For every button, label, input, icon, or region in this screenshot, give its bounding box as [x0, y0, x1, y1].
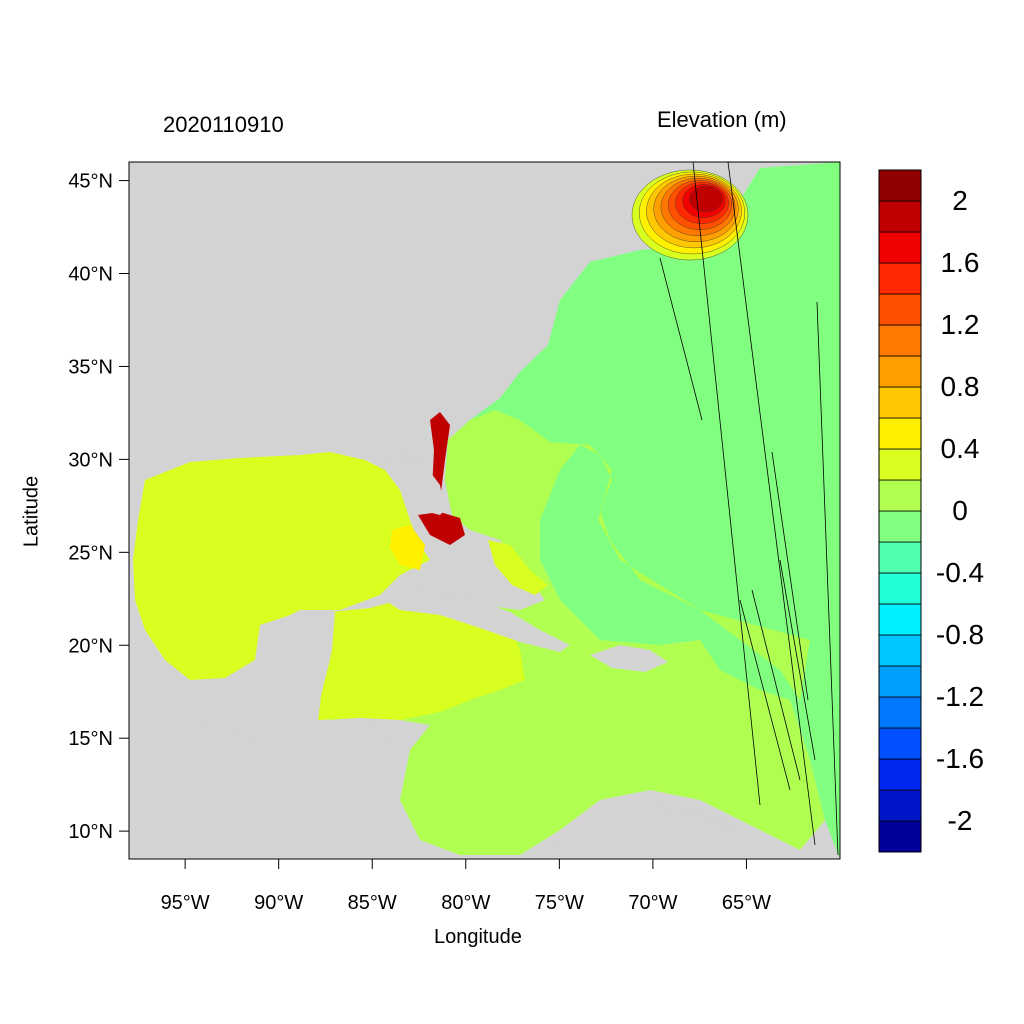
caribbean-shelf-region	[320, 410, 825, 855]
colorbar-label: -0.8	[936, 619, 984, 650]
map-layers	[129, 162, 840, 859]
colorbar-label: 1.2	[941, 309, 980, 340]
colorbar-bin	[878, 169, 922, 202]
colorbar-label: 0.8	[941, 371, 980, 402]
bahamas-bank	[488, 540, 548, 595]
units-label: Elevation (m)	[657, 107, 787, 132]
track-line	[771, 451, 809, 701]
y-tick-label: 15°N	[68, 728, 113, 750]
colorbar-bin	[878, 789, 922, 822]
y-tick-label: 35°N	[68, 356, 113, 378]
y-tick-label: 25°N	[68, 542, 113, 564]
colorbar-bin	[878, 634, 922, 667]
colorbar-bin	[878, 696, 922, 729]
date-label: 2020110910	[163, 112, 284, 137]
colorbar: -2 -1.6 -1.2 -0.8 -0.4 0 0.4 0.8 1.2 1.6 2	[878, 169, 984, 853]
west-florida-shelf	[390, 525, 425, 570]
track-line	[739, 599, 791, 791]
colorbar-bin	[878, 262, 922, 295]
y-tick-label: 10°N	[68, 821, 113, 843]
colorbar-bin	[878, 355, 922, 388]
plot-frame	[128, 161, 841, 860]
x-tick-label: 90°W	[254, 892, 303, 914]
florida-surge-zone	[418, 512, 465, 545]
colorbar-bin	[878, 293, 922, 326]
central-america	[129, 720, 420, 859]
florida-peninsula	[370, 455, 445, 515]
colorbar-bin	[878, 727, 922, 760]
y-tick-label: 40°N	[68, 264, 113, 286]
colorbar-bin	[878, 200, 922, 233]
x-axis-title: Longitude	[434, 926, 522, 948]
colorbar-bin	[878, 572, 922, 605]
western-caribbean-region	[318, 600, 525, 720]
gulf-of-mexico-region	[133, 452, 430, 680]
colorbar-label: 0	[952, 495, 968, 526]
colorbar-label: -1.2	[936, 681, 984, 712]
southeast-coast-surge-zone	[430, 412, 450, 500]
x-axis-ticks: 95°W 90°W 85°W 80°W 75°W 70°W 65°W	[161, 859, 771, 914]
colorbar-bin	[878, 510, 922, 543]
x-tick-label: 70°W	[628, 892, 677, 914]
x-tick-label: 95°W	[161, 892, 210, 914]
surge-contour-band	[689, 186, 723, 212]
colorbar-label: 1.6	[941, 247, 980, 278]
x-tick-label: 65°W	[722, 892, 771, 914]
y-tick-label: 45°N	[68, 171, 113, 193]
y-tick-label: 20°N	[68, 635, 113, 657]
track-line	[727, 162, 816, 846]
y-axis-ticks: 45°N 40°N 35°N 30°N 25°N 20°N 15°N 10°N	[68, 171, 129, 843]
cuba-island	[385, 590, 570, 652]
x-tick-label: 85°W	[348, 892, 397, 914]
colorbar-bin	[878, 386, 922, 419]
y-tick-label: 30°N	[68, 449, 113, 471]
colorbar-label: 2	[952, 185, 968, 216]
track-line	[692, 162, 761, 806]
colorbar-label: -1.6	[936, 743, 984, 774]
colorbar-bin	[878, 758, 922, 791]
track-line	[659, 257, 703, 421]
colorbar-bin	[878, 417, 922, 450]
south-america	[540, 805, 800, 859]
track-line	[779, 559, 816, 761]
hispaniola-island	[590, 645, 668, 672]
colorbar-bin	[878, 324, 922, 357]
colorbar-bin	[878, 448, 922, 481]
colorbar-bin	[878, 541, 922, 574]
colorbar-label: -2	[948, 805, 973, 836]
x-tick-label: 75°W	[535, 892, 584, 914]
colorbar-bin	[878, 479, 922, 512]
colorbar-frame	[878, 169, 922, 853]
yucatan-peninsula	[255, 612, 335, 700]
colorbar-label: 0.4	[941, 433, 980, 464]
colorbar-bin	[878, 820, 922, 853]
colorbar-label: -0.4	[936, 557, 984, 588]
x-tick-label: 80°W	[441, 892, 490, 914]
colorbar-bin	[878, 665, 922, 698]
colorbar-bin	[878, 231, 922, 264]
track-line	[816, 301, 839, 856]
track-line	[751, 589, 801, 781]
track-lines	[659, 162, 839, 856]
colorbar-bin	[878, 603, 922, 636]
